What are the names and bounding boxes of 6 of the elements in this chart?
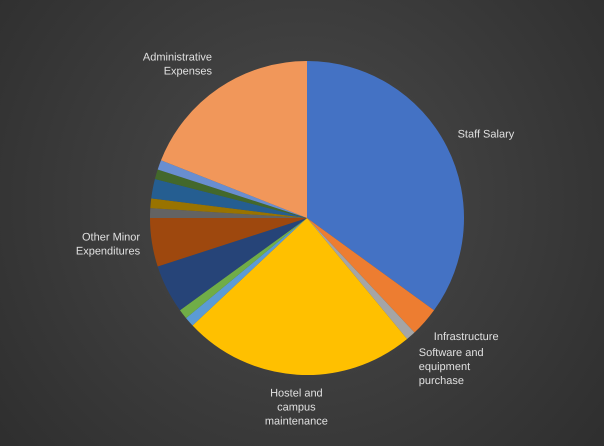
slice-label: Other Minor Expenditures xyxy=(76,231,141,258)
slice-label: Hostel and campus maintenance xyxy=(264,388,328,428)
slice-label: Administrative Expenses xyxy=(142,51,213,78)
slice-label: Software and equipment purchase xyxy=(418,346,484,387)
slice-label: Staff Salary xyxy=(458,128,515,140)
slice-label: Infrastructure xyxy=(434,330,499,343)
